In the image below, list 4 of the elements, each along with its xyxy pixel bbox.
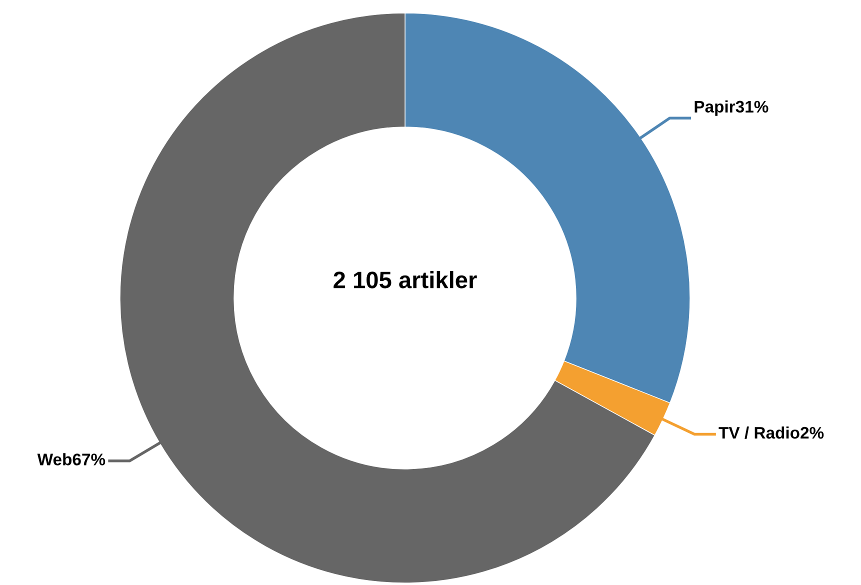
slice-label: Papir31% [694, 100, 768, 116]
text: 2 105 artikler [334, 270, 477, 288]
slice-label: TV / Radio2% [718, 426, 824, 439]
slice-label: Web67% [37, 453, 106, 466]
